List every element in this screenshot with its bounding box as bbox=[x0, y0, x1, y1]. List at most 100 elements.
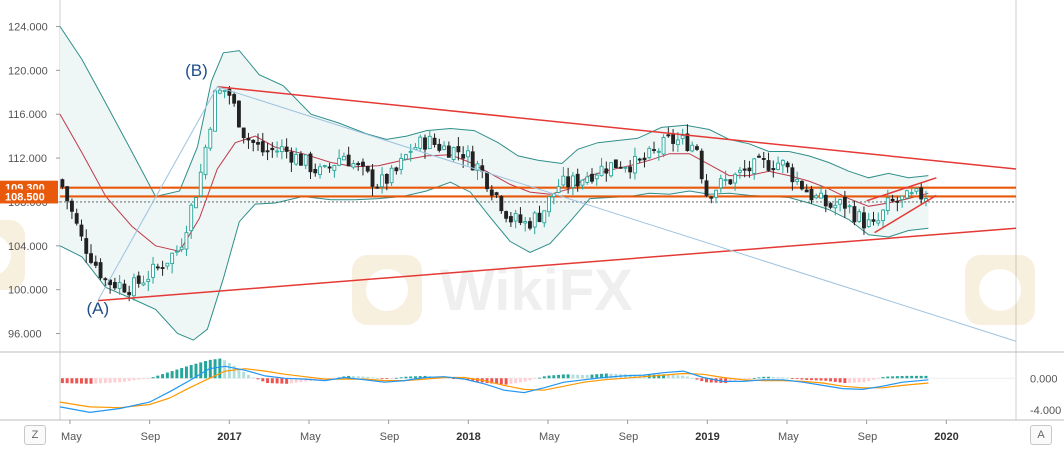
macd-histogram-bar bbox=[280, 378, 284, 384]
candle-body bbox=[308, 153, 313, 173]
candle-body bbox=[403, 154, 408, 160]
macd-histogram-bar bbox=[256, 378, 260, 380]
candle-body bbox=[489, 189, 494, 196]
macd-histogram-bar bbox=[905, 375, 909, 379]
candle-body bbox=[761, 158, 766, 160]
candle-body bbox=[508, 216, 513, 223]
macd-histogram-bar bbox=[585, 374, 589, 379]
macd-histogram-bar bbox=[666, 374, 670, 379]
candle-body bbox=[566, 176, 571, 188]
macd-histogram-bar bbox=[499, 378, 503, 385]
a-b-line bbox=[97, 86, 218, 301]
macd-histogram-bar bbox=[800, 378, 804, 380]
candle-body bbox=[604, 168, 609, 174]
wikifx-logo-inner bbox=[0, 236, 11, 274]
macd-histogram-bar bbox=[399, 377, 403, 379]
macd-histogram-bar bbox=[137, 378, 141, 380]
macd-histogram-bar bbox=[805, 378, 809, 380]
candle-body bbox=[494, 192, 499, 196]
macd-histogram-bar bbox=[867, 378, 871, 382]
candle-body bbox=[714, 189, 718, 198]
candle-body bbox=[313, 169, 318, 174]
candle-body bbox=[556, 186, 561, 193]
candle-body bbox=[599, 165, 604, 177]
candle-body bbox=[93, 261, 98, 266]
candle-body bbox=[838, 199, 843, 205]
candle-body bbox=[575, 173, 580, 187]
candle-body bbox=[470, 151, 475, 171]
macd-histogram-bar bbox=[366, 376, 370, 379]
candle-body bbox=[189, 204, 194, 232]
candle-body bbox=[265, 150, 270, 153]
candle-body bbox=[809, 189, 814, 201]
candle-body bbox=[122, 283, 127, 293]
macd-histogram-bar bbox=[218, 358, 222, 379]
candle-body bbox=[442, 145, 447, 150]
macd-histogram-bar bbox=[862, 378, 866, 383]
macd-histogram-bar bbox=[728, 378, 732, 382]
candle-body bbox=[752, 158, 757, 174]
wave-label: (B) bbox=[185, 61, 208, 80]
macd-histogram-bar bbox=[122, 378, 126, 382]
candle-body bbox=[432, 137, 437, 145]
candle-body bbox=[542, 210, 547, 224]
candle-body bbox=[733, 173, 738, 184]
candle-body bbox=[742, 168, 747, 171]
macd-histogram-bar bbox=[790, 378, 794, 380]
macd-histogram-bar bbox=[466, 378, 470, 381]
candle-body bbox=[718, 178, 723, 189]
candle-body bbox=[117, 282, 122, 289]
macd-histogram-bar bbox=[184, 366, 188, 379]
candle-body bbox=[876, 220, 881, 224]
macd-histogram bbox=[60, 358, 928, 385]
macd-histogram-bar bbox=[270, 378, 274, 384]
candle-body bbox=[885, 197, 890, 212]
candle-body bbox=[184, 232, 189, 250]
candle-body bbox=[384, 173, 389, 184]
time-tick-label: Sep bbox=[380, 431, 400, 443]
candle-body bbox=[456, 146, 461, 153]
wikifx-logo-icon bbox=[352, 255, 422, 325]
candle-body bbox=[819, 192, 823, 199]
candle-body bbox=[65, 186, 70, 202]
macd-histogram-bar bbox=[676, 375, 680, 379]
candle-body bbox=[370, 169, 375, 187]
macd-histogram-bar bbox=[156, 375, 160, 379]
candle-body bbox=[623, 166, 628, 169]
candle-body bbox=[613, 159, 618, 169]
macd-histogram-bar bbox=[490, 378, 494, 384]
macd-histogram-bar bbox=[242, 371, 246, 379]
candle-body bbox=[256, 142, 260, 145]
macd-histogram-bar bbox=[685, 376, 689, 379]
macd-histogram-bar bbox=[142, 378, 145, 380]
macd-histogram-bar bbox=[552, 375, 556, 379]
candle-body bbox=[513, 212, 518, 222]
macd-histogram-bar bbox=[528, 378, 532, 381]
macd-histogram-bar bbox=[781, 377, 785, 379]
macd-histogram-bar bbox=[495, 378, 499, 384]
timezone-button[interactable]: Z bbox=[24, 425, 46, 445]
candle-body bbox=[303, 154, 308, 166]
level-badge bbox=[0, 189, 58, 204]
candle-body bbox=[504, 211, 509, 219]
macd-histogram-bar bbox=[447, 377, 451, 379]
macd-histogram-bar bbox=[695, 378, 699, 380]
wedge-upper-line bbox=[866, 177, 937, 202]
time-tick-label: May bbox=[539, 431, 560, 443]
macd-histogram-bar bbox=[533, 378, 537, 380]
macd-signal-line bbox=[59, 368, 929, 409]
candle-body bbox=[537, 212, 542, 223]
macd-histogram-bar bbox=[75, 378, 79, 384]
time-tick-label: 2017 bbox=[217, 431, 241, 443]
candle-body bbox=[337, 157, 342, 166]
macd-histogram-bar bbox=[662, 374, 666, 379]
macd-histogram-bar bbox=[452, 378, 456, 380]
macd-histogram-bar bbox=[471, 378, 475, 381]
wikifx-logo-icon bbox=[0, 220, 25, 290]
auto-scale-button[interactable]: A bbox=[1030, 425, 1052, 445]
macd-histogram-bar bbox=[690, 378, 694, 379]
candle-body bbox=[685, 133, 690, 152]
candle-body bbox=[327, 166, 332, 169]
candle-body bbox=[833, 204, 838, 209]
